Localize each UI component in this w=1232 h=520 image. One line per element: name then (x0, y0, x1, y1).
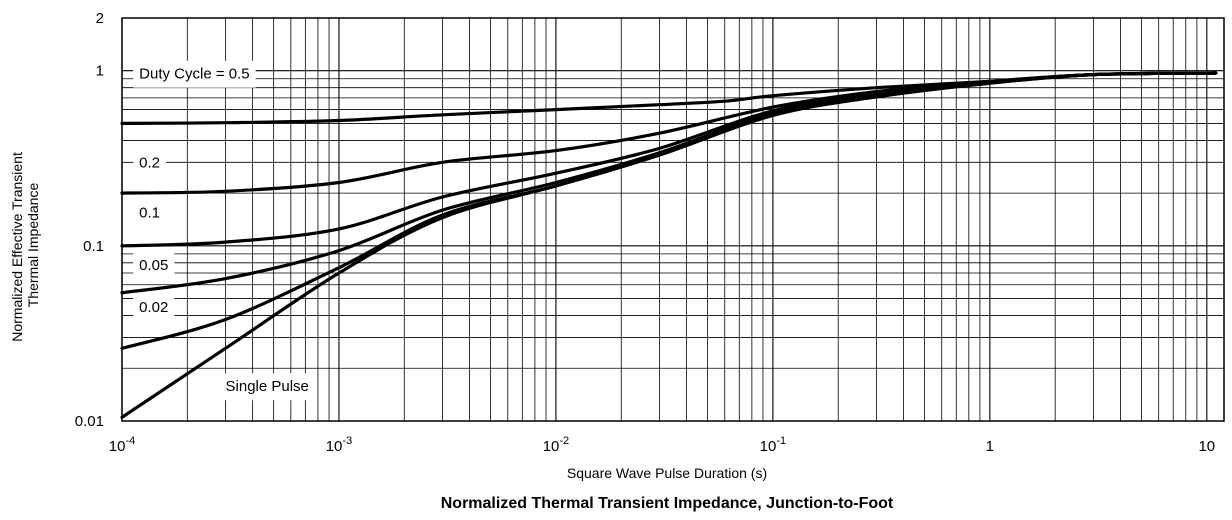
y-axis-title-line-1: Normalized Effective Transient (9, 152, 25, 342)
curve-label-1: 0.2 (133, 149, 167, 177)
curve-label-text: Duty Cycle = 0.5 (139, 66, 249, 83)
curve-label-background (219, 373, 315, 401)
x-tick-label: 10-1 (760, 435, 786, 455)
curve-label-0: Duty Cycle = 0.5 (133, 60, 256, 88)
series-line-1 (120, 71, 1218, 195)
series-line-2 (120, 71, 1218, 248)
curve-label-4: 0.02 (133, 293, 175, 321)
curve-label-5: Single Pulse (219, 373, 315, 401)
y-axis-title: Normalized Effective Transient Thermal I… (9, 148, 41, 342)
x-tick-label: 1 (986, 438, 994, 455)
curve-label-text: 0.2 (139, 155, 160, 172)
curve-label-text: 0.02 (139, 299, 168, 316)
curve-label-background (133, 149, 167, 177)
x-tick-label: 10-2 (543, 435, 569, 455)
y-tick-label: 2 (96, 10, 104, 27)
chart-title: Normalized Thermal Transient Impedance, … (441, 495, 894, 512)
x-tick-label: 10-3 (326, 435, 352, 455)
curve-label-text: Single Pulse (226, 378, 309, 395)
x-tick-labels: 10-4 10-3 10-2 10-1 1 10 (109, 435, 1215, 455)
curve-label-background (133, 293, 175, 321)
y-axis-title-line-2: Thermal Impedance (25, 183, 41, 308)
y-tick-label: 0.1 (83, 238, 104, 255)
y-tick-labels: 0.01 0.1 1 2 (75, 10, 104, 430)
curve-label-background (133, 199, 167, 227)
series-line-3 (120, 71, 1218, 295)
curve-labels: Duty Cycle = 0.5 0.2 0.1 0.05 0.02 Single Pul… (133, 60, 315, 401)
curve-label-background (133, 251, 175, 279)
series-line-5 (120, 71, 1218, 419)
curve-label-2: 0.1 (133, 199, 167, 227)
series-curves (120, 71, 1218, 419)
plot-frame (121, 17, 1225, 422)
curve-label-background (133, 60, 256, 88)
y-tick-label: 1 (96, 63, 104, 80)
x-axis-title: Square Wave Pulse Duration (s) (567, 465, 767, 481)
curve-label-text: 0.1 (139, 205, 160, 222)
x-tick-label: 10 (1198, 438, 1215, 455)
grid-lines (121, 17, 1224, 422)
y-tick-label: 0.01 (75, 413, 104, 430)
curve-label-text: 0.05 (139, 257, 168, 274)
curve-label-3: 0.05 (133, 251, 175, 279)
x-tick-label: 10-4 (109, 435, 135, 455)
